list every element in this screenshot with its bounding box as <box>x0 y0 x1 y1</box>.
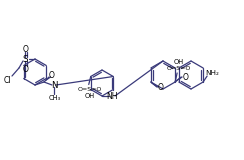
Text: S: S <box>22 55 28 64</box>
Text: O: O <box>23 64 29 73</box>
Text: O: O <box>23 44 29 53</box>
Text: CH₃: CH₃ <box>49 95 61 101</box>
Text: O: O <box>182 72 188 81</box>
Text: NH₂: NH₂ <box>205 70 219 76</box>
Text: Cl: Cl <box>3 76 11 84</box>
Text: N: N <box>51 80 57 89</box>
Text: O=S=O: O=S=O <box>78 87 102 92</box>
Text: OH: OH <box>85 92 95 99</box>
Text: O: O <box>49 71 55 80</box>
Text: O: O <box>158 83 164 92</box>
Text: NH: NH <box>106 92 118 100</box>
Text: O=S=O: O=S=O <box>167 65 191 71</box>
Text: OH: OH <box>174 59 184 65</box>
